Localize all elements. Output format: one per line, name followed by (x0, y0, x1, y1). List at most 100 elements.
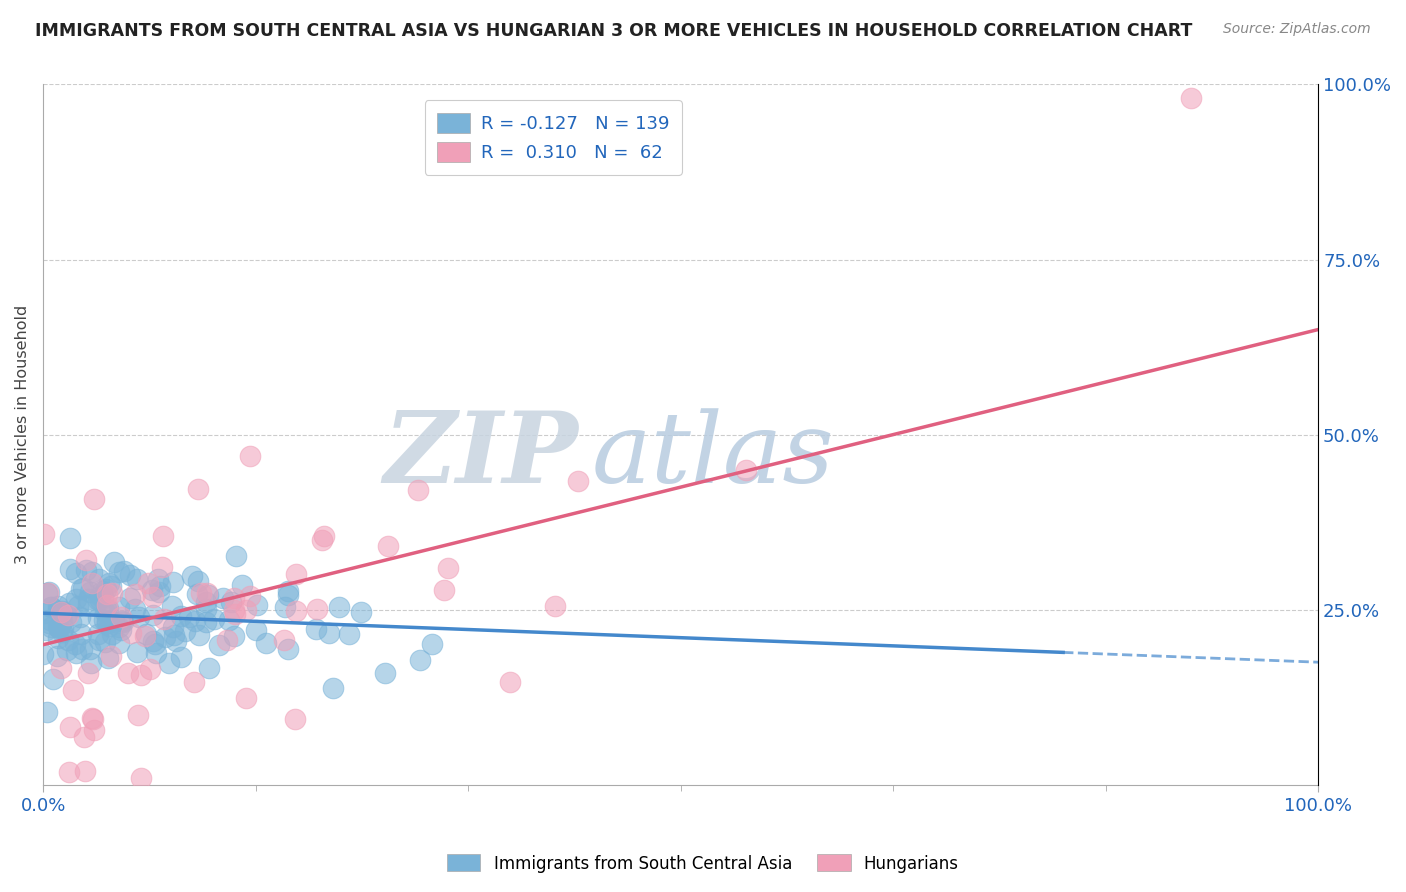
Point (125, 573, 148, 587)
Point (56, 608, 79, 623)
Point (32, 527, 55, 541)
Point (118, 568, 141, 582)
Point (101, 626, 124, 640)
Point (128, 610, 150, 624)
Point (374, 665, 396, 680)
Point (349, 605, 371, 619)
Point (51, 625, 73, 640)
Point (83, 492, 105, 507)
Point (100, 648, 122, 663)
Point (218, 613, 240, 627)
Point (52, 621, 75, 635)
Point (70, 627, 93, 641)
Point (305, 601, 328, 615)
Point (277, 588, 299, 602)
Point (160, 599, 183, 614)
Point (284, 603, 307, 617)
Point (129, 668, 152, 682)
Point (312, 528, 335, 542)
Point (181, 568, 204, 582)
Point (100, 586, 122, 600)
Point (59, 531, 82, 545)
Point (73, 764, 96, 778)
Point (46, 648, 69, 663)
Point (153, 630, 176, 644)
Point (91, 590, 114, 604)
Text: ZIP: ZIP (384, 408, 579, 504)
Point (103, 615, 125, 629)
Point (138, 576, 160, 591)
Point (86, 611, 108, 625)
Point (75, 563, 97, 577)
Point (87, 627, 110, 641)
Point (94, 582, 117, 596)
Point (499, 675, 522, 690)
Point (70, 641, 93, 656)
Point (39, 599, 62, 614)
Point (1180, 91, 1202, 105)
Point (170, 649, 193, 664)
Point (120, 591, 142, 605)
Point (55, 608, 77, 623)
Point (100, 579, 122, 593)
Point (38, 585, 60, 599)
Point (96, 587, 118, 601)
Point (198, 661, 221, 675)
Point (567, 475, 589, 489)
Point (239, 590, 262, 604)
Point (37, 586, 59, 600)
Point (79, 641, 101, 656)
Point (96, 598, 118, 612)
Point (202, 612, 225, 626)
Point (219, 594, 242, 608)
Point (82, 712, 104, 726)
Point (32, 606, 55, 620)
Point (197, 588, 219, 602)
Point (146, 572, 169, 586)
Point (142, 607, 165, 622)
Point (187, 483, 209, 497)
Point (59, 615, 82, 629)
Point (89, 572, 111, 586)
Point (93, 614, 115, 628)
Point (322, 681, 344, 695)
Point (110, 610, 132, 624)
Text: atlas: atlas (592, 408, 834, 503)
Point (103, 556, 125, 570)
Point (83, 723, 105, 737)
Point (215, 633, 238, 648)
Point (143, 637, 166, 651)
Point (56, 633, 79, 648)
Point (39, 613, 62, 627)
Point (124, 587, 146, 601)
Point (42, 672, 65, 686)
Point (141, 582, 163, 597)
Point (177, 610, 200, 624)
Point (51, 604, 73, 618)
Point (97, 602, 120, 616)
Point (46, 620, 69, 634)
Point (187, 628, 209, 642)
Point (138, 662, 160, 676)
Point (87, 592, 110, 607)
Point (162, 620, 184, 634)
Point (328, 599, 350, 614)
Point (59, 720, 82, 734)
Point (80, 657, 103, 671)
Text: IMMIGRANTS FROM SOUTH CENTRAL ASIA VS HUNGARIAN 3 OR MORE VEHICLES IN HOUSEHOLD : IMMIGRANTS FROM SOUTH CENTRAL ASIA VS HU… (35, 22, 1192, 40)
Point (87, 633, 110, 648)
Point (49, 660, 72, 674)
Point (162, 575, 184, 590)
Point (32, 647, 55, 661)
Point (277, 583, 299, 598)
Point (735, 463, 758, 477)
Point (107, 635, 129, 649)
Point (111, 615, 134, 629)
Point (422, 637, 444, 651)
Point (65, 646, 87, 660)
Point (187, 574, 209, 588)
Point (98, 576, 121, 591)
Point (190, 585, 212, 599)
Point (58, 764, 80, 779)
Point (145, 646, 167, 660)
